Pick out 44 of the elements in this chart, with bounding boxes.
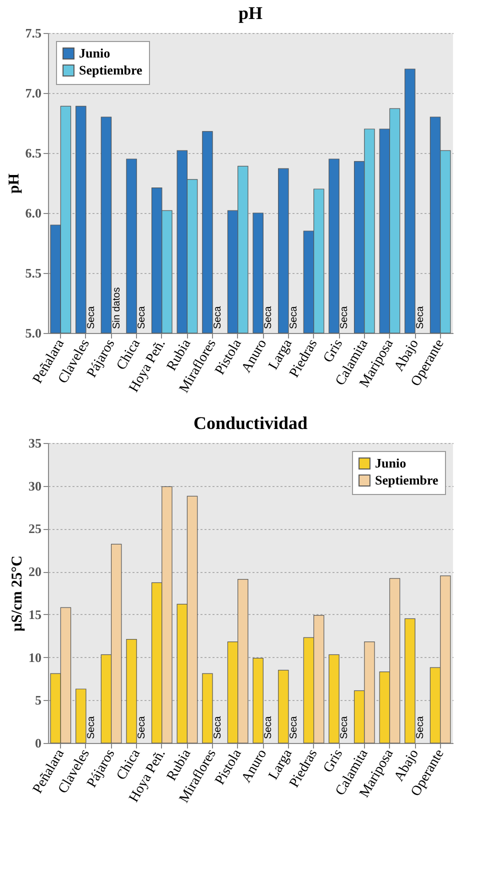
legend-label: Septiembre <box>375 472 439 488</box>
y-tick-label: 5.0 <box>25 326 42 340</box>
annotation: Seca <box>136 306 148 329</box>
bar <box>202 673 213 744</box>
annotation: Seca <box>339 306 350 329</box>
annotation: Seca <box>288 716 300 739</box>
annotation: Seca <box>415 306 426 329</box>
bar <box>328 654 340 744</box>
annotation: Seca <box>212 306 224 329</box>
y-tick-label: 15 <box>28 606 42 622</box>
y-tick-label: 35 <box>28 436 42 450</box>
y-tick-label: 20 <box>28 564 42 580</box>
legend-label: Junio <box>375 456 406 470</box>
bar <box>404 618 416 744</box>
y-tick-label: 5 <box>35 692 42 708</box>
annotation: Seca <box>212 716 224 739</box>
annotation: Seca <box>263 306 274 329</box>
y-tick-label: 0 <box>35 736 42 750</box>
y-tick-label: 5.5 <box>25 266 42 280</box>
bar <box>252 658 264 744</box>
annotation: Seca <box>86 716 98 739</box>
y-tick-label: 7.5 <box>25 26 42 40</box>
y-tick-label: 30 <box>28 478 42 494</box>
y-tick-label: 25 <box>28 521 42 536</box>
bar <box>126 638 137 744</box>
annotation: Seca <box>136 716 148 739</box>
annotation: Seca <box>339 716 350 739</box>
y-tick-label: 10 <box>28 650 42 665</box>
y-axis-title: µS/cm 25°C <box>10 556 26 632</box>
y-axis-title: pH <box>6 173 22 194</box>
legend-label: Septiembre <box>79 62 143 78</box>
bar <box>76 688 86 744</box>
annotation: Seca <box>86 306 98 329</box>
y-tick-label: 6.5 <box>25 146 42 160</box>
bar <box>278 670 289 744</box>
annotation: Seca <box>415 716 426 739</box>
chart-title: Conductividad <box>193 413 308 433</box>
annotation: Sin datos <box>111 287 122 329</box>
chart-title: pH <box>238 3 263 23</box>
y-tick-label: 6.0 <box>25 206 42 220</box>
legend-label: Junio <box>79 46 110 60</box>
annotation: Seca <box>263 716 274 739</box>
y-tick-label: 7.0 <box>25 86 42 100</box>
annotation: Seca <box>288 306 300 329</box>
